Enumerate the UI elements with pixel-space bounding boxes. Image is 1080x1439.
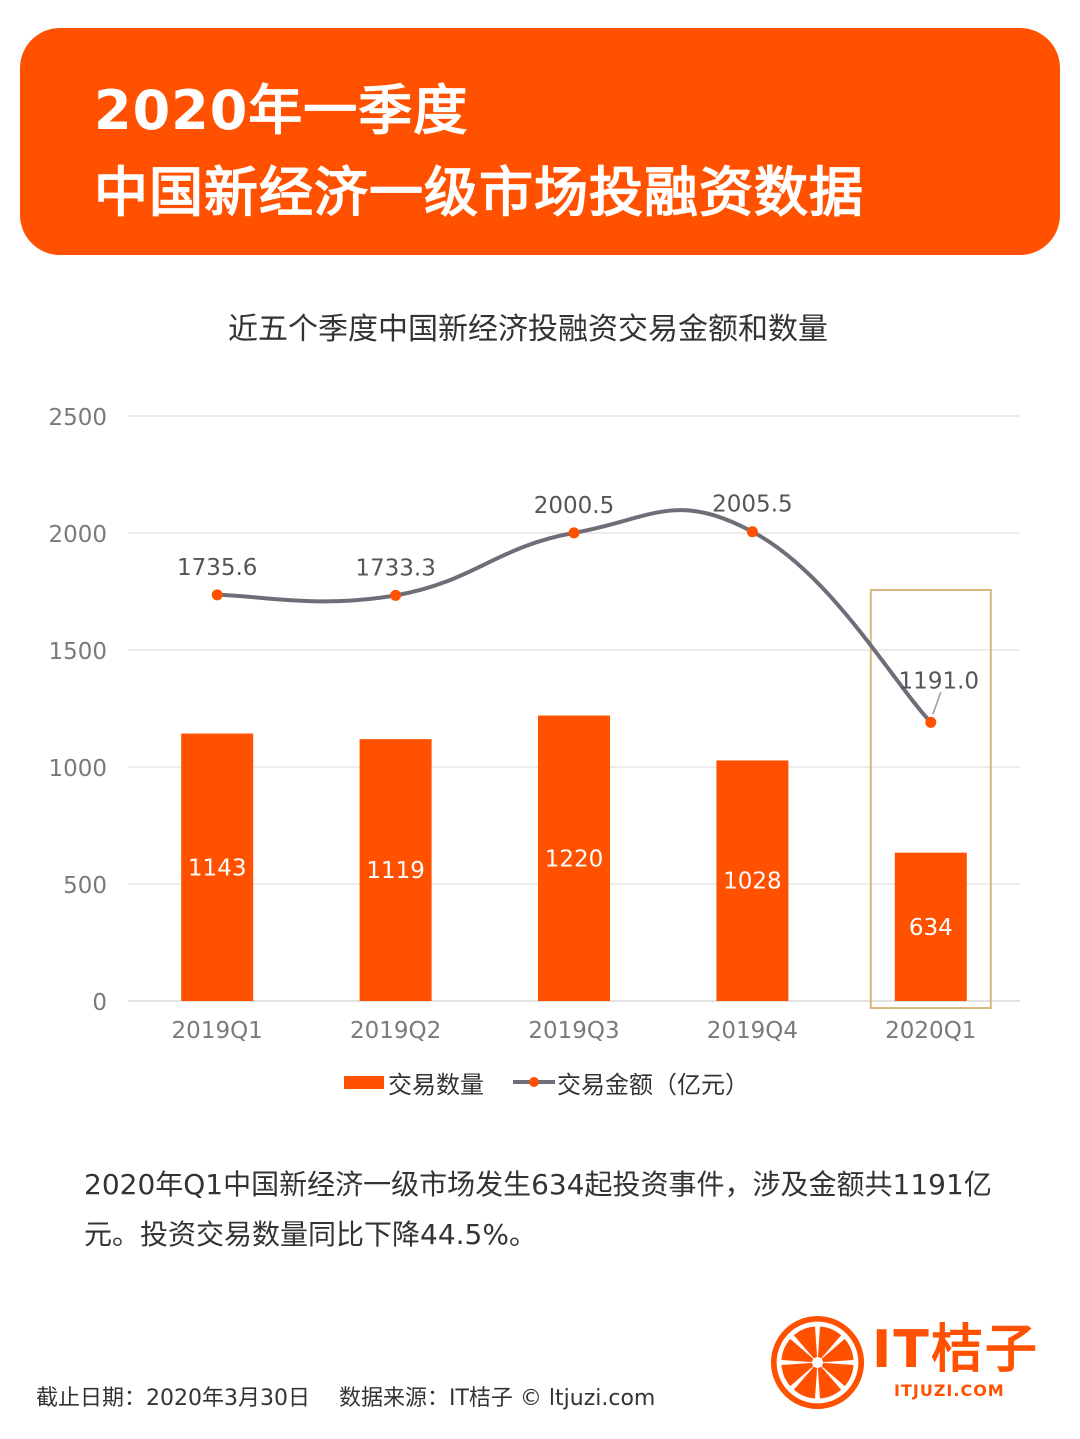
line-point — [925, 716, 937, 728]
y-tick-label: 500 — [63, 873, 107, 899]
y-tick-label: 2000 — [48, 522, 107, 548]
line-point — [746, 526, 758, 538]
combo-chart: 0 500 1000 1500 2000 2500 1143 1119 1220 1028 634 2… — [48, 405, 1020, 1044]
bar — [181, 733, 254, 1001]
bar — [716, 760, 789, 1001]
line-value-label: 2000.5 — [534, 493, 614, 519]
legend-bar-swatch — [344, 1076, 384, 1089]
legend-label-bars: 交易数量 — [388, 1070, 484, 1099]
bar-value-label: 1028 — [723, 869, 782, 895]
legend-item-line: 交易金额（亿元） — [513, 1062, 749, 1102]
logo-slice-segment — [817, 1326, 842, 1359]
x-tick-label: 2019Q4 — [707, 1018, 798, 1044]
bar — [894, 852, 967, 1001]
highlight-box — [869, 589, 992, 1009]
line-point — [390, 589, 402, 601]
footer-source: 数据来源：IT桔子 © ltjuzi.com — [338, 1386, 656, 1411]
legend-item-bars: 交易数量 — [344, 1062, 484, 1102]
logo-name: IT桔子 — [872, 1320, 1039, 1380]
bar — [538, 715, 610, 1001]
line-value-label: 2005.5 — [712, 492, 792, 518]
bar-value-label: 1220 — [545, 846, 604, 872]
x-tick-label: 2019Q3 — [528, 1018, 619, 1044]
footer-date: 截止日期：2020年3月30日 — [36, 1386, 310, 1411]
header-title-line2: 中国新经济一级市场投融资数据 — [94, 161, 864, 224]
logo-slice-segment — [793, 1366, 818, 1399]
legend-line-swatch — [513, 1077, 555, 1087]
logo-slice-segment — [781, 1362, 814, 1387]
bar-value-label: 634 — [909, 915, 953, 941]
line-point — [568, 527, 580, 539]
y-tick-label: 1500 — [48, 639, 107, 665]
logo-url: ITJUZI.COM — [894, 1381, 1005, 1400]
y-tick-label: 1000 — [48, 756, 107, 782]
y-tick-label: 0 — [92, 990, 107, 1016]
bar — [359, 739, 432, 1001]
line-value-label: 1735.6 — [177, 555, 257, 581]
logo: IT桔子 ITJUZI.COM — [770, 1315, 1040, 1410]
legend-label-line: 交易金额（亿元） — [557, 1070, 749, 1099]
chart-legend: 交易数量 交易金额（亿元） — [0, 1062, 1080, 1102]
header-banner: 2020年一季度 中国新经济一级市场投融资数据 — [20, 28, 1060, 255]
chart-title: 近五个季度中国新经济投融资交易金额和数量 — [228, 312, 828, 347]
logo-slice-segment — [817, 1366, 842, 1399]
bar-value-label: 1119 — [366, 858, 425, 884]
line-value-label: 1733.3 — [355, 555, 435, 581]
line-value-label: 1191.0 — [899, 668, 979, 694]
x-tick-label: 2019Q1 — [172, 1018, 263, 1044]
header-title-line1: 2020年一季度 — [94, 79, 469, 142]
logo-slice-segment — [781, 1338, 814, 1363]
line-label-leader — [932, 692, 942, 715]
logo-slice-segment — [821, 1362, 854, 1387]
orange-slice-icon — [770, 1315, 865, 1410]
logo-slice-segment — [821, 1338, 854, 1363]
summary-text: 2020年Q1中国新经济一级市场发生634起投资事件，涉及金额共1191亿元。投… — [84, 1168, 992, 1251]
footer: 截止日期：2020年3月30日 数据来源：IT桔子 © ltjuzi.com — [36, 1380, 677, 1412]
x-tick-label: 2020Q1 — [885, 1018, 976, 1044]
line-series-path — [217, 508, 933, 724]
x-tick-label: 2019Q2 — [350, 1018, 441, 1044]
bar-value-label: 1143 — [188, 855, 247, 881]
line-point — [211, 589, 223, 601]
logo-slice-segment — [793, 1326, 818, 1359]
y-tick-label: 2500 — [48, 405, 107, 431]
